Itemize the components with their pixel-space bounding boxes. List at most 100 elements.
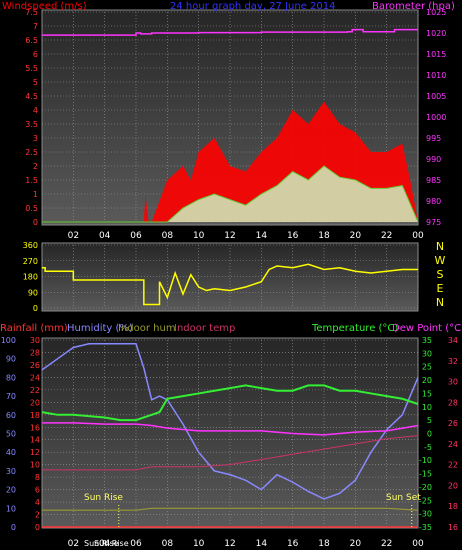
indoor-temp-tick: 28	[448, 398, 458, 407]
direction-tick: 360	[23, 241, 38, 250]
indoor-temp-tick: 18	[448, 502, 458, 511]
windspeed-tick: 3.5	[25, 120, 38, 129]
barometer-tick: 995	[426, 134, 441, 143]
windspeed-tick: 4.5	[25, 92, 38, 101]
wind-x-tick: 14	[256, 231, 268, 241]
humidity-tick: 70	[6, 392, 16, 401]
humidity-tick: 40	[6, 448, 16, 457]
temperature-tick: -15	[419, 470, 432, 479]
legend-humidity: Humidity (%)	[67, 323, 133, 334]
windspeed-tick: 1.5	[25, 176, 38, 185]
indoor-temp-tick: 22	[448, 461, 458, 470]
barometer-tick: 1020	[426, 29, 446, 38]
dew-point-line	[42, 422, 419, 436]
rainfall-tick: 16	[30, 423, 40, 432]
wind-x-tick: 06	[130, 231, 142, 241]
legend-indoor-hum: Indoor hum	[118, 323, 176, 334]
indoor-temp-tick: 30	[448, 378, 458, 387]
barometer-tick: 985	[426, 176, 441, 185]
wind-x-tick: 10	[193, 231, 205, 241]
indoor-temp-tick: 16	[448, 523, 458, 532]
direction-tick: 0	[33, 304, 38, 313]
rainfall-tick: 14	[30, 436, 40, 445]
wind-x-tick: 08	[162, 231, 174, 241]
windspeed-tick: 5	[33, 78, 38, 87]
legend-dew-point: Dew Point (°C)	[392, 323, 462, 334]
windspeed-tick: 6.5	[25, 36, 38, 45]
temp-x-tick: 10	[193, 539, 205, 549]
temp-x-tick: 02	[68, 539, 79, 549]
compass-label: N	[436, 240, 444, 253]
barometer-tick: 1000	[426, 113, 446, 122]
barometer-tick: 1025	[426, 8, 446, 17]
windspeed-tick: 0	[33, 218, 38, 227]
humidity-tick: 100	[1, 336, 16, 345]
rainfall-tick: 30	[30, 336, 40, 345]
temperature-tick: 10	[422, 403, 432, 412]
temp-x-tick: 06	[130, 539, 142, 549]
temp-x-tick: 12	[224, 539, 235, 549]
indoor-temp-tick: 34	[448, 336, 458, 345]
indoor-temp-tick: 26	[448, 419, 458, 428]
temp-x-tick: 22	[381, 539, 392, 549]
temperature-tick: -25	[419, 496, 432, 505]
legend-rainfall: Rainfall (mm)	[0, 323, 68, 334]
barometer-tick: 1005	[426, 92, 446, 101]
barometer-tick: 1015	[426, 50, 446, 59]
rainfall-tick: 6	[35, 486, 40, 495]
compass-label: W	[435, 254, 446, 267]
temp-x-tick: 04	[99, 539, 111, 549]
wind-average-area	[42, 166, 418, 222]
rainfall-tick: 10	[30, 461, 40, 470]
temp-x-tick: 18	[318, 539, 330, 549]
rainfall-tick: 2	[35, 511, 40, 520]
windspeed-tick: 5.5	[25, 64, 38, 73]
graph-title: 24 hour graph day, 27 June 2014	[170, 1, 336, 12]
rainfall-tick: 22	[30, 386, 40, 395]
wind-x-tick: 00	[412, 231, 424, 241]
temperature-tick: -30	[419, 510, 432, 519]
wind-x-tick: 16	[287, 231, 299, 241]
wind-x-tick: 12	[224, 231, 235, 241]
sun-set-label: Sun Set	[386, 493, 421, 503]
direction-panel	[41, 242, 419, 312]
temperature-tick: -20	[419, 483, 432, 492]
windspeed-tick: 7.5	[25, 8, 38, 17]
temperature-tick: 35	[422, 336, 432, 345]
temperature-tick: 30	[422, 349, 432, 358]
windspeed-tick: 1	[33, 190, 38, 199]
windspeed-tick: 2	[33, 162, 38, 171]
rainfall-tick: 0	[35, 523, 40, 532]
barometer-tick: 990	[426, 155, 441, 164]
humidity-tick: 80	[6, 373, 16, 382]
wind-x-tick: 22	[381, 231, 392, 241]
temp-x-tick: 20	[350, 539, 362, 549]
barometer-tick: 980	[426, 197, 441, 206]
temperature-line	[41, 384, 419, 422]
temperature-tick: 20	[422, 376, 432, 385]
humidity-tick: 60	[6, 411, 16, 420]
humidity-tick: 20	[6, 486, 16, 495]
indoor-temp-line	[42, 435, 419, 471]
windspeed-tick: 6	[33, 50, 38, 59]
wind-x-tick: 02	[68, 231, 79, 241]
windspeed-tick: 2.5	[25, 148, 38, 157]
direction-tick: 90	[28, 288, 38, 297]
direction-tick: 270	[23, 257, 38, 266]
humidity-line	[41, 342, 419, 500]
compass-label: N	[436, 296, 444, 309]
humidity-tick: 90	[6, 355, 16, 364]
wind-x-tick: 04	[99, 231, 111, 241]
indoor-temp-tick: 20	[448, 481, 458, 490]
humidity-tick: 50	[6, 430, 16, 439]
rainfall-tick: 12	[30, 448, 40, 457]
wind-x-tick: 18	[318, 231, 330, 241]
barometer-tick: 1010	[426, 71, 446, 80]
temp-x-tick: 16	[287, 539, 299, 549]
sun-rise-tick-label: Sun Rise	[84, 539, 119, 548]
temperature-tick: 25	[422, 363, 432, 372]
rainfall-tick: 4	[35, 498, 40, 507]
sun-rise-label: Sun Rise	[84, 493, 123, 503]
temperature-tick: -10	[419, 456, 432, 465]
